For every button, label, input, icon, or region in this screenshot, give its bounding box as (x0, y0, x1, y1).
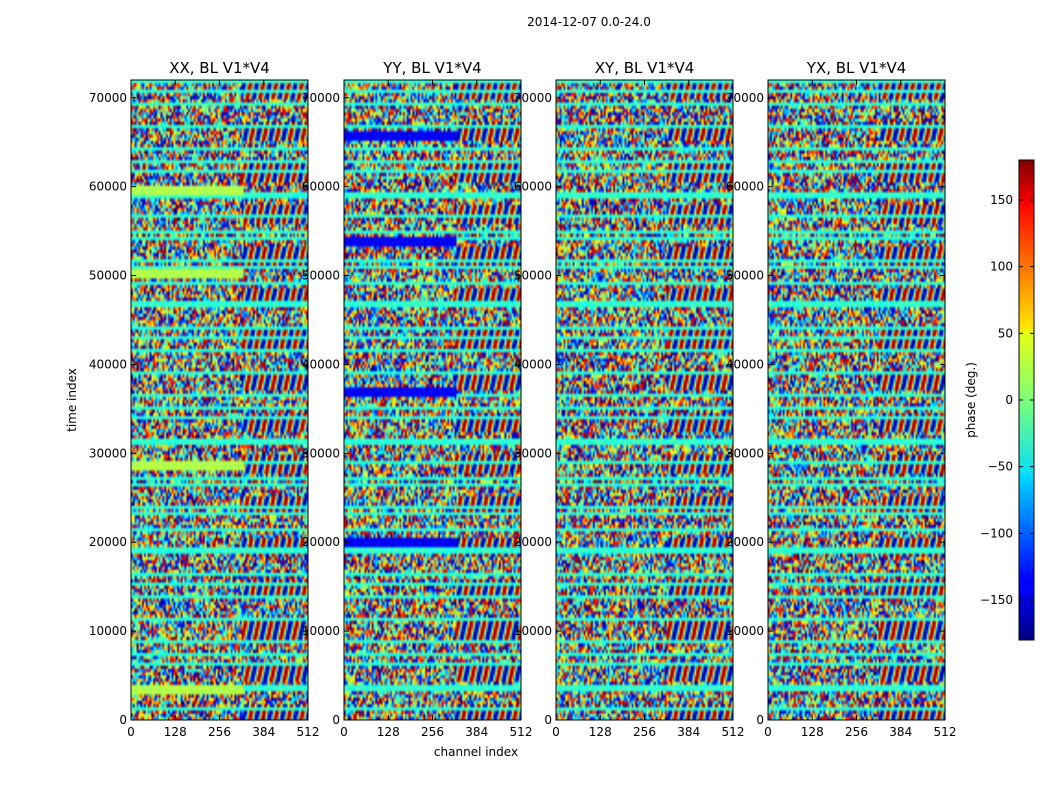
x-tick-label: 256 (633, 725, 656, 739)
y-tick-label: 70000 (302, 91, 340, 105)
colorbar-tick-label: −100 (980, 526, 1013, 540)
y-tick-label: 10000 (302, 624, 340, 638)
colorbar-label: phase (deg.) (964, 362, 978, 438)
panel-1: XX, BL V1*V4 0 128 256 384 512 0 10000 20000 3000… (89, 59, 320, 739)
y-tick-label: 40000 (302, 357, 340, 371)
x-tick-label: 256 (845, 725, 868, 739)
y-tick-label: 70000 (89, 91, 127, 105)
y-tick-label: 40000 (89, 357, 127, 371)
y-tick-label: 20000 (89, 535, 127, 549)
x-tick-label: 512 (297, 725, 320, 739)
x-tick-label: 128 (589, 725, 612, 739)
panel-4: YX, BL V1*V4 0 128 256 384 512 0 10000 20000 3000… (726, 59, 957, 739)
panel-title: XY, BL V1*V4 (595, 59, 695, 77)
y-tick-label: 40000 (726, 357, 764, 371)
heatmap-image (131, 80, 308, 720)
colorbar-tick-label: −50 (988, 460, 1013, 474)
y-tick-label: 70000 (726, 91, 764, 105)
y-tick-label: 60000 (302, 180, 340, 194)
panel-title: YX, BL V1*V4 (806, 59, 907, 77)
x-tick-label: 128 (164, 725, 187, 739)
y-tick-label: 50000 (89, 269, 127, 283)
y-tick-label: 10000 (726, 624, 764, 638)
colorbar-tick-label: 100 (990, 260, 1013, 274)
heatmap-image (768, 80, 945, 720)
y-tick-label: 10000 (89, 624, 127, 638)
panels: XX, BL V1*V4 0 128 256 384 512 0 10000 20000 3000… (89, 59, 957, 739)
x-axis-label: channel index (434, 745, 518, 759)
y-tick-label: 50000 (302, 269, 340, 283)
y-tick-label: 20000 (302, 535, 340, 549)
panel-2: YY, BL V1*V4 0 128 256 384 512 0 10000 20000 3000… (302, 59, 533, 739)
x-tick-label: 384 (252, 725, 275, 739)
y-tick-label: 60000 (514, 180, 552, 194)
y-axis-label: time index (65, 368, 79, 432)
y-tick-label: 30000 (302, 446, 340, 460)
x-tick-label: 256 (421, 725, 444, 739)
colorbar: −150 −100 −50 0 50 100 150 phase (deg.) (964, 159, 1035, 641)
y-tick-label: 0 (544, 713, 552, 727)
x-tick-label: 0 (764, 725, 772, 739)
x-tick-label: 128 (801, 725, 824, 739)
x-tick-label: 0 (340, 725, 348, 739)
y-tick-label: 60000 (726, 180, 764, 194)
y-tick-label: 10000 (514, 624, 552, 638)
x-tick-label: 128 (377, 725, 400, 739)
x-tick-label: 384 (465, 725, 488, 739)
figure-suptitle: 2014-12-07 0.0-24.0 (527, 15, 651, 29)
x-tick-label: 384 (889, 725, 912, 739)
colorbar-tick-label: 50 (998, 326, 1013, 340)
x-tick-label: 256 (208, 725, 231, 739)
heatmap-image (344, 80, 521, 720)
y-tick-label: 30000 (89, 446, 127, 460)
x-tick-label: 384 (677, 725, 700, 739)
y-tick-label: 20000 (726, 535, 764, 549)
y-tick-label: 70000 (514, 91, 552, 105)
panel-title: XX, BL V1*V4 (169, 59, 270, 77)
y-tick-label: 0 (332, 713, 340, 727)
x-tick-label: 512 (934, 725, 957, 739)
panel-3: XY, BL V1*V4 0 128 256 384 512 0 10000 20000 3000… (514, 59, 745, 739)
y-tick-label: 40000 (514, 357, 552, 371)
x-tick-label: 512 (510, 725, 533, 739)
y-tick-label: 30000 (726, 446, 764, 460)
colorbar-tick-label: −150 (980, 593, 1013, 607)
colorbar-tick-label: 150 (990, 193, 1013, 207)
y-tick-label: 0 (756, 713, 764, 727)
y-tick-label: 50000 (514, 269, 552, 283)
colorbar-tick-label: 0 (1005, 393, 1013, 407)
x-tick-label: 0 (552, 725, 560, 739)
y-tick-label: 50000 (726, 269, 764, 283)
x-tick-label: 512 (722, 725, 745, 739)
y-tick-label: 60000 (89, 180, 127, 194)
heatmap-image (556, 80, 733, 720)
panel-title: YY, BL V1*V4 (382, 59, 481, 77)
y-tick-label: 30000 (514, 446, 552, 460)
y-tick-label: 20000 (514, 535, 552, 549)
x-tick-label: 0 (127, 725, 135, 739)
y-tick-label: 0 (119, 713, 127, 727)
